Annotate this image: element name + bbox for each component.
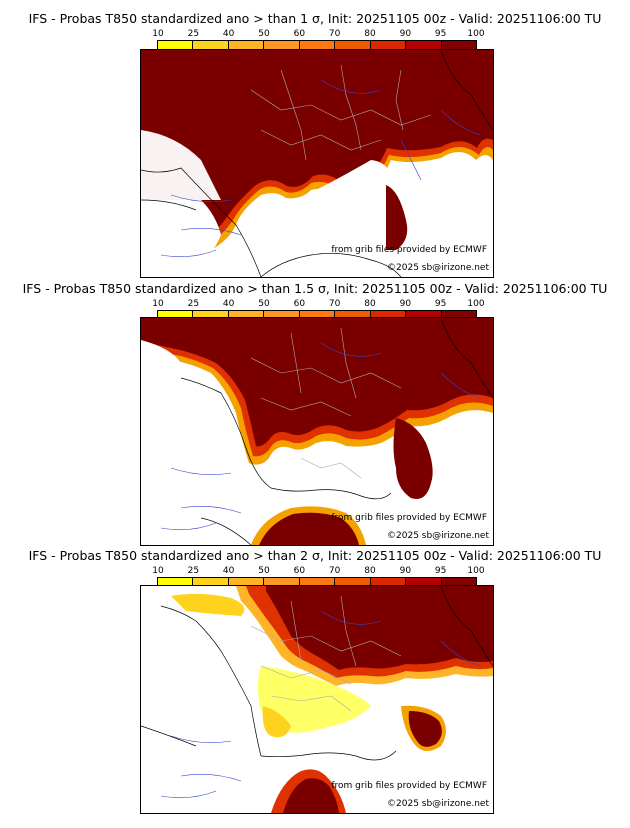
scale-label: 50 <box>258 299 270 309</box>
copyright: ©2025 sb@irizone.net <box>387 799 489 809</box>
scale-label: 80 <box>364 566 376 576</box>
data-credit: from grib files provided by ECMWF <box>331 781 487 791</box>
scale-label: 80 <box>364 29 376 39</box>
map-panel-1sigma: IFS - Probas T850 standardized ano > tha… <box>0 11 630 281</box>
scale-color-cell <box>299 311 336 321</box>
scale-color-cell <box>370 311 407 321</box>
scale-color-cell <box>370 41 407 51</box>
scale-label: 40 <box>222 29 235 39</box>
scale-label: 95 <box>434 299 447 309</box>
scale-label: 25 <box>187 566 200 576</box>
scale-label: 50 <box>258 29 270 39</box>
probability-map: from grib files provided by ECMWF ©2025 … <box>140 585 494 814</box>
scale-label: 80 <box>364 299 376 309</box>
scale-label: 95 <box>434 566 447 576</box>
scale-color-cell <box>264 311 300 321</box>
scale-label: 10 <box>152 29 164 39</box>
scale-color-cell <box>406 311 442 321</box>
scale-label: 60 <box>293 299 306 309</box>
scale-color-cell <box>264 41 300 51</box>
scale-color-cell <box>228 41 265 51</box>
map-graphic <box>141 50 493 277</box>
scale-color-cell <box>228 578 265 588</box>
scale-label: 40 <box>222 566 235 576</box>
scale-label: 60 <box>293 29 306 39</box>
scale-label: 10 <box>152 299 164 309</box>
scale-color-cell <box>370 578 407 588</box>
map-panel-1-5sigma: IFS - Probas T850 standardized ano > tha… <box>0 281 630 551</box>
scale-label: 40 <box>222 299 235 309</box>
scale-color-cell <box>406 578 442 588</box>
scale-color-cell <box>406 41 442 51</box>
data-credit: from grib files provided by ECMWF <box>331 245 487 255</box>
scale-color-cell <box>335 311 371 321</box>
scale-color-cell <box>193 578 229 588</box>
scale-color-cell <box>193 41 229 51</box>
scale-label: 25 <box>187 299 200 309</box>
scale-color-cell <box>228 311 265 321</box>
scale-label: 100 <box>467 566 485 576</box>
scale-labels: 10 25 40 50 60 70 80 90 95 100 <box>152 566 484 577</box>
scale-color-cell <box>299 578 336 588</box>
map-graphic <box>141 586 493 813</box>
scale-color-cell <box>264 578 300 588</box>
scale-color-cell <box>193 311 229 321</box>
map-graphic <box>141 318 493 545</box>
scale-label: 10 <box>152 566 164 576</box>
scale-label: 90 <box>399 29 412 39</box>
scale-color-cell <box>335 41 371 51</box>
copyright: ©2025 sb@irizone.net <box>387 263 489 273</box>
scale-color-cell <box>158 578 194 588</box>
map-panel-2sigma: IFS - Probas T850 standardized ano > tha… <box>0 548 630 818</box>
scale-label: 70 <box>328 299 341 309</box>
scale-color-cell <box>158 311 194 321</box>
scale-labels: 10 25 40 50 60 70 80 90 95 100 <box>152 29 484 40</box>
scale-label: 90 <box>399 566 412 576</box>
scale-label: 90 <box>399 299 412 309</box>
scale-label: 100 <box>467 299 485 309</box>
panel-title: IFS - Probas T850 standardized ano > tha… <box>28 11 602 26</box>
scale-label: 25 <box>187 29 200 39</box>
panel-title: IFS - Probas T850 standardized ano > tha… <box>22 281 608 296</box>
data-credit: from grib files provided by ECMWF <box>331 513 487 523</box>
scale-color-cell <box>158 41 194 51</box>
scale-label: 100 <box>467 29 485 39</box>
scale-color-cell <box>441 41 476 51</box>
scale-label: 60 <box>293 566 306 576</box>
scale-label: 95 <box>434 29 447 39</box>
probability-map: from grib files provided by ECMWF ©2025 … <box>140 317 494 546</box>
scale-color-cell <box>441 311 476 321</box>
probability-map: from grib files provided by ECMWF ©2025 … <box>140 49 494 278</box>
copyright: ©2025 sb@irizone.net <box>387 531 489 541</box>
scale-label: 70 <box>328 566 341 576</box>
scale-label: 70 <box>328 29 341 39</box>
scale-label: 50 <box>258 566 270 576</box>
scale-color-cell <box>441 578 476 588</box>
scale-color-cell <box>335 578 371 588</box>
scale-color-cell <box>299 41 336 51</box>
scale-labels: 10 25 40 50 60 70 80 90 95 100 <box>152 299 484 310</box>
panel-title: IFS - Probas T850 standardized ano > tha… <box>28 548 602 563</box>
